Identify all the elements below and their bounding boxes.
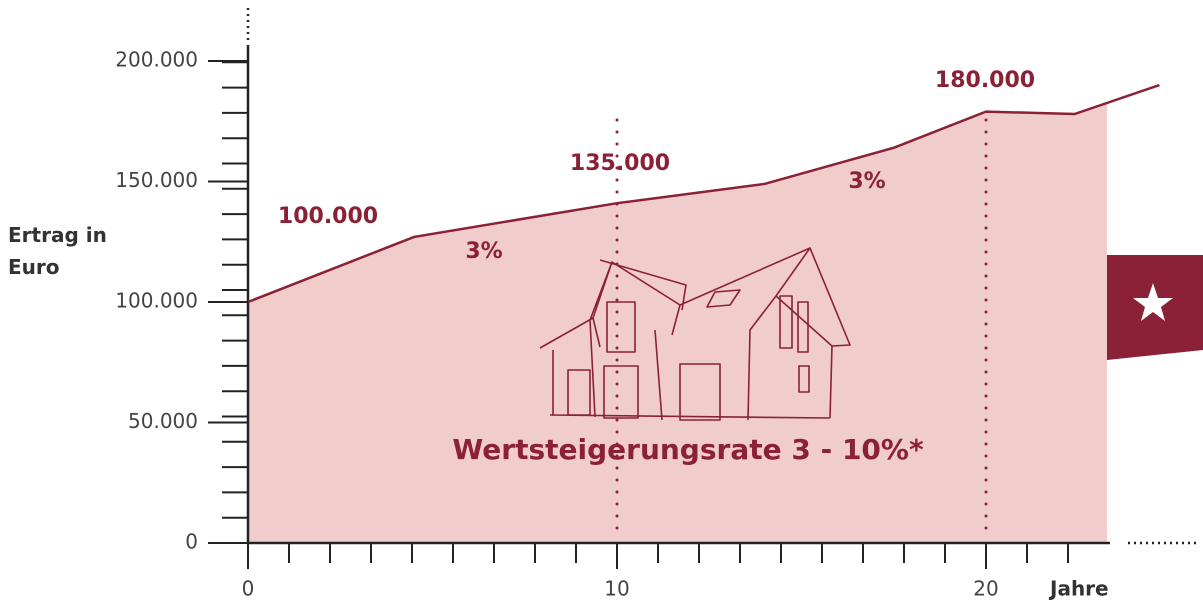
y-label-line: Ertrag in xyxy=(8,223,107,247)
x-axis-label: Jahre xyxy=(1048,577,1109,601)
y-tick-label: 100.000 xyxy=(115,289,198,313)
annotation: 100.000 xyxy=(278,204,378,229)
y-tick-label: 200.000 xyxy=(115,48,198,72)
y-tick-label: 50.000 xyxy=(128,409,198,433)
x-tick-label: 0 xyxy=(242,577,255,601)
y-tick-label: 0 xyxy=(185,530,198,554)
annotation: Wertsteigerungsrate 3 - 10%* xyxy=(452,433,924,466)
x-tick-label: 10 xyxy=(604,577,629,601)
annotation: 135.000 xyxy=(570,151,670,176)
annotation: 180.000 xyxy=(935,68,1035,93)
annotation: 3% xyxy=(848,169,885,194)
chart: Ertrag in Euro Jahre 100.000 3% 135.000 3… xyxy=(0,0,1203,603)
y-label-line: Euro xyxy=(8,255,60,279)
y-axis-label: Ertrag in Euro xyxy=(8,223,107,279)
x-tick-label: 20 xyxy=(973,577,998,601)
annotation: 3% xyxy=(465,239,502,264)
area xyxy=(248,85,1159,543)
y-tick-label: 150.000 xyxy=(115,168,198,192)
